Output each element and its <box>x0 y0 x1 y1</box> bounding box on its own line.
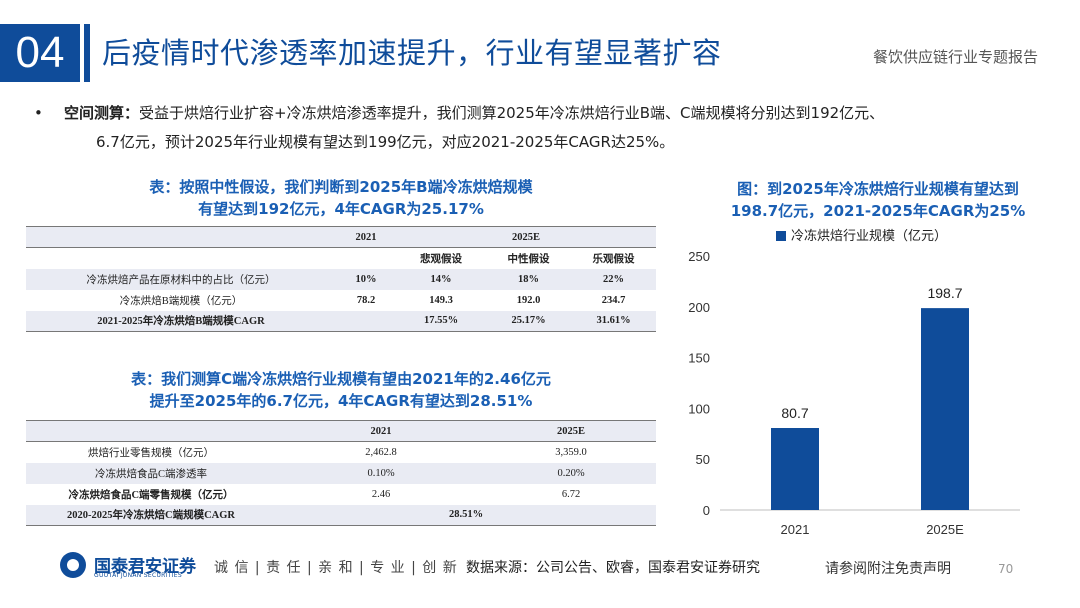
company-name-en: GUOTAI JUNAN SECURITIES <box>94 572 182 579</box>
table-row: 冷冻烘焙B端规模（亿元） 78.2 149.3 192.0 234.7 <box>26 290 656 311</box>
cagr-label: 2021-2025年冷冻烘焙B端规模CAGR <box>26 310 336 332</box>
x-tick-label: 2025E <box>926 522 964 537</box>
scenario-neutral: 中性假设 <box>486 247 571 269</box>
report-name: 餐饮供应链行业专题报告 <box>872 48 1038 66</box>
disclaimer: 请参阅附注免责声明 <box>825 561 951 577</box>
b-side-table: 2021 2025E 悲观假设 中性假设 乐观假设 冷冻烘焙产品在原材料中的占比… <box>26 226 656 332</box>
scenario-pessimistic: 悲观假设 <box>396 247 486 269</box>
table2-col-2025e: 2025E <box>486 420 656 442</box>
bullet-marker: • <box>34 104 43 122</box>
summary-text-1: 受益于烘焙行业扩容+冷冻烘焙渗透率提升，我们测算2025年冷冻烘焙行业B端、C端… <box>139 104 885 122</box>
summary-line-1: 空间测算：受益于烘焙行业扩容+冷冻烘焙渗透率提升，我们测算2025年冷冻烘焙行业… <box>64 98 884 128</box>
table2-cagr-row: 2020-2025年冷冻烘焙C端规模CAGR 28.51% <box>26 504 656 526</box>
summary-label: 空间测算： <box>64 104 140 122</box>
y-tick-label: 50 <box>696 452 710 467</box>
table1-col-2025e: 2025E <box>396 226 656 248</box>
company-name: 国泰君安证券 <box>94 557 196 577</box>
table1-caption-line2: 有望达到192亿元，4年CAGR为25.17% <box>198 200 484 218</box>
y-tick-label: 200 <box>688 300 710 315</box>
table1-caption: 表：按照中性假设，我们判断到2025年B端冷冻烘焙规模 有望达到192亿元，4年… <box>26 176 656 220</box>
c-side-table: 2021 2025E 烘焙行业零售规模（亿元） 2,462.8 3,359.0 … <box>26 420 656 526</box>
y-tick-label: 100 <box>688 401 710 416</box>
table2-caption-line1: 表：我们测算C端冷冻烘焙行业规模有望由2021年的2.46亿元 <box>131 370 551 388</box>
table-row: 冷冻烘焙产品在原材料中的占比（亿元） 10% 14% 18% 22% <box>26 268 656 290</box>
section-number: 04 <box>0 24 80 82</box>
page-number: 70 <box>998 562 1014 576</box>
table-row: 烘焙行业零售规模（亿元） 2,462.8 3,359.0 <box>26 441 656 463</box>
legend-swatch <box>776 231 786 241</box>
company-logo-inner <box>67 559 79 571</box>
y-tick-label: 150 <box>688 351 710 366</box>
table1-cagr-row: 2021-2025年冷冻烘焙B端规模CAGR 17.55% 25.17% 31.… <box>26 310 656 332</box>
table1-col-2021: 2021 <box>336 226 396 248</box>
table2-header-row: 2021 2025E <box>26 420 656 442</box>
data-label: 198.7 <box>927 285 962 301</box>
chart-title-line2: 198.7亿元，2021-2025年CAGR为25% <box>730 202 1026 220</box>
bar-2021 <box>771 428 819 510</box>
table2-caption-line2: 提升至2025年的6.7亿元，4年CAGR有望达到28.51% <box>149 392 533 410</box>
y-tick-label: 250 <box>688 249 710 264</box>
table1-scenario-row: 悲观假设 中性假设 乐观假设 <box>26 247 656 269</box>
table-row: 冷冻烘焙食品C端零售规模（亿元） 2.46 6.72 <box>26 484 656 505</box>
bar-2025e <box>921 308 969 510</box>
scenario-optimistic: 乐观假设 <box>571 247 656 269</box>
chart-title: 图：到2025年冷冻烘焙行业规模有望达到 198.7亿元，2021-2025年C… <box>718 178 1038 222</box>
summary-text-2: 6.7亿元，预计2025年行业规模有望达到199亿元，对应2021-2025年C… <box>96 133 675 151</box>
row-label: 烘焙行业零售规模（亿元） <box>26 441 276 463</box>
company-motto: 诚 信 | 责 任 | 亲 和 | 专 业 | 创 新 <box>214 560 458 576</box>
row-label: 冷冻烘焙产品在原材料中的占比（亿元） <box>26 268 336 290</box>
table1-caption-line1: 表：按照中性假设，我们判断到2025年B端冷冻烘焙规模 <box>149 178 533 196</box>
table-row: 冷冻烘焙食品C端渗透率 0.10% 0.20% <box>26 462 656 484</box>
cagr-label: 2020-2025年冷冻烘焙C端规模CAGR <box>26 504 276 526</box>
data-label: 80.7 <box>781 405 808 421</box>
row-label: 冷冻烘焙食品C端渗透率 <box>26 462 276 484</box>
row-label: 冷冻烘焙B端规模（亿元） <box>119 295 243 307</box>
row-label: 冷冻烘焙食品C端零售规模（亿元） <box>68 489 234 501</box>
title-accent-bar <box>84 24 90 82</box>
table2-col-2021: 2021 <box>276 420 486 442</box>
page-title: 后疫情时代渗透率加速提升，行业有望显著扩容 <box>102 36 722 70</box>
chart-title-line1: 图：到2025年冷冻烘焙行业规模有望达到 <box>737 180 1019 198</box>
table2-caption: 表：我们测算C端冷冻烘焙行业规模有望由2021年的2.46亿元 提升至2025年… <box>26 368 656 412</box>
table1-header-row: 2021 2025E <box>26 226 656 248</box>
x-tick-label: 2021 <box>781 522 810 537</box>
legend-label: 冷冻烘焙行业规模（亿元） <box>791 228 947 244</box>
data-source: 数据来源：公司公告、欧睿，国泰君安证券研究 <box>466 560 760 576</box>
y-tick-label: 0 <box>703 503 710 518</box>
bar-chart: 冷冻烘焙行业规模（亿元） 0 50 100 150 200 250 80.7 2021 198.7… <box>688 228 1020 537</box>
